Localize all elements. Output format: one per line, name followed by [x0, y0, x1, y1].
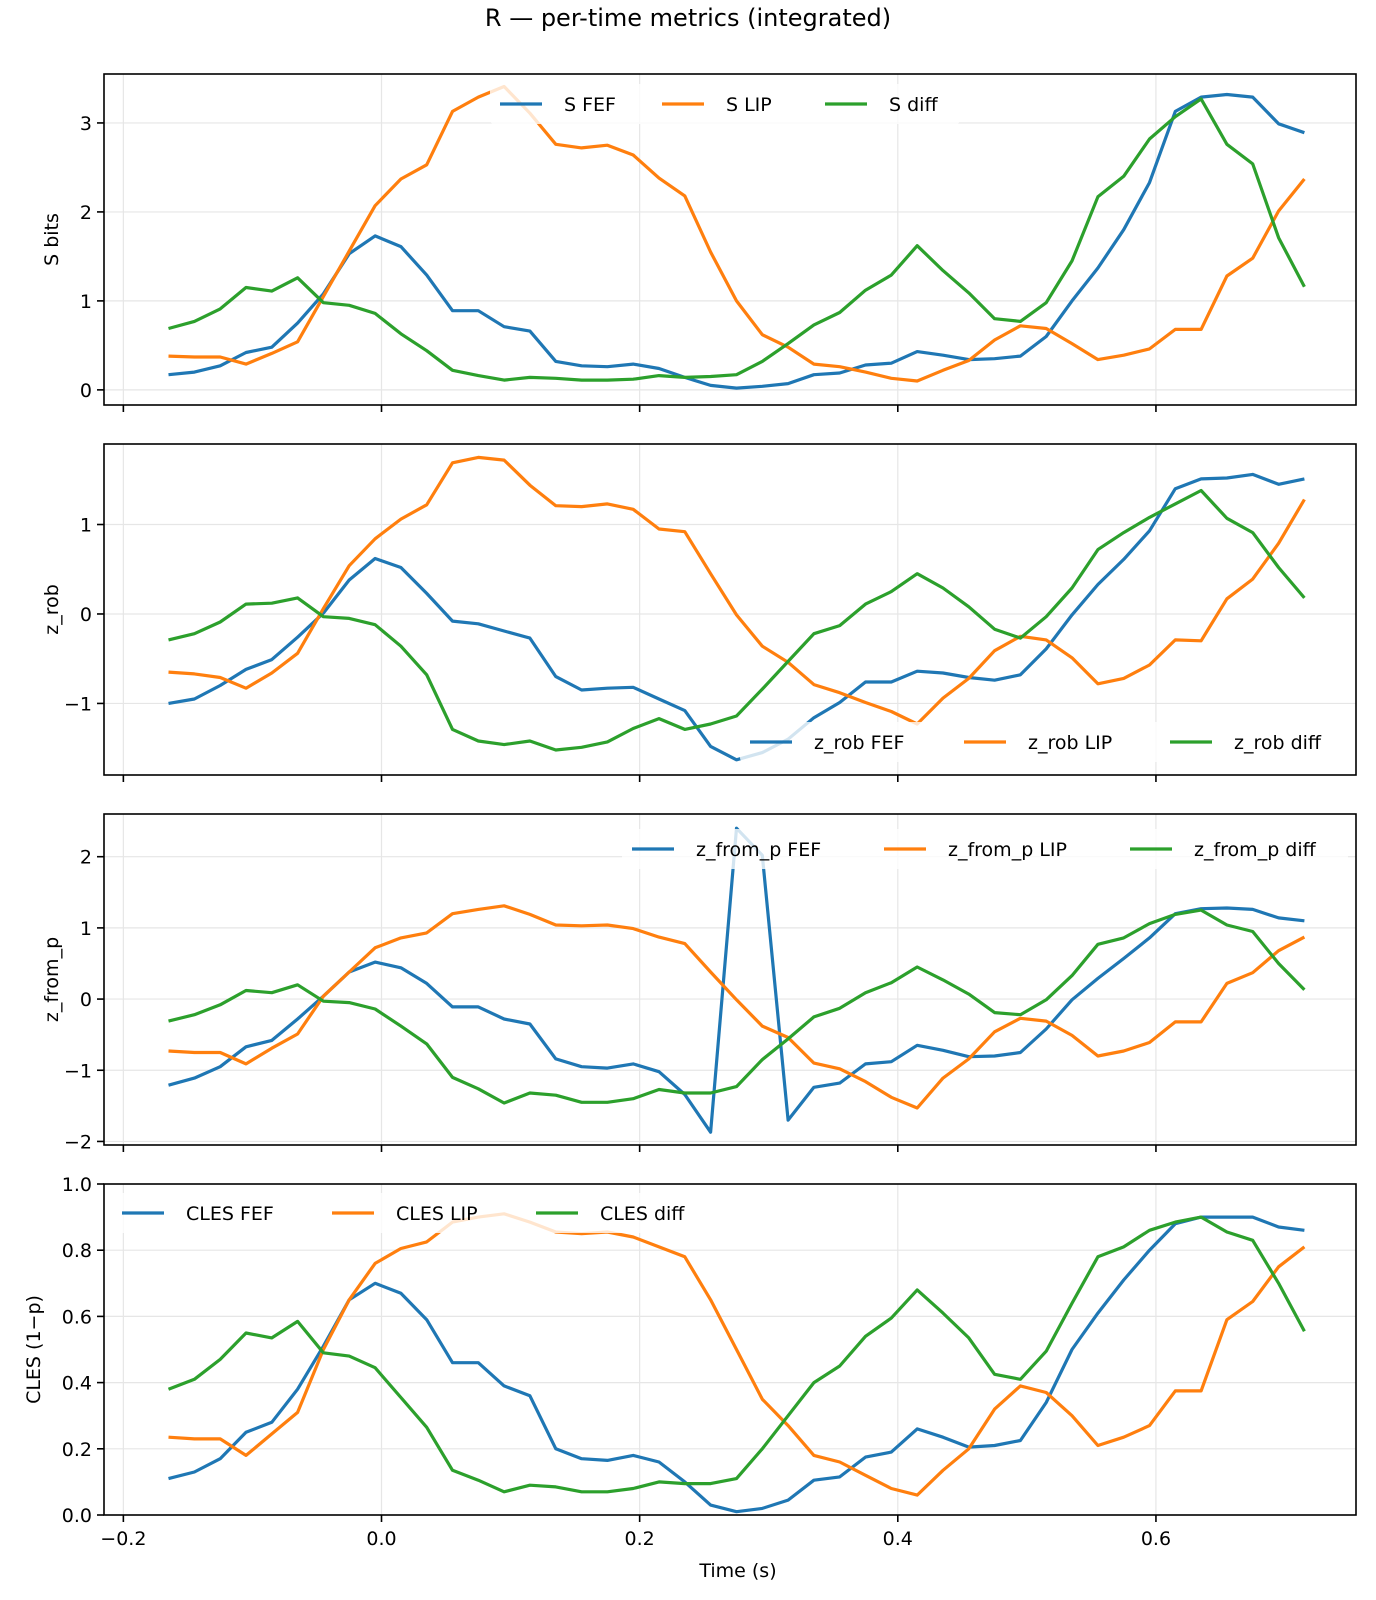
legend-label-z-rob-diff: z_rob diff — [1234, 732, 1322, 754]
axes-frame — [103, 813, 1357, 1146]
y-tick-label: 0 — [80, 380, 92, 402]
y-tick-label: 1 — [80, 291, 92, 313]
legend-frame — [622, 829, 1348, 869]
x-tick-label: 0.2 — [625, 1528, 655, 1550]
series-line-z-rob-fef — [168, 472, 1305, 762]
legend-label-z-from-p-lip: z_from_p LIP — [948, 839, 1067, 861]
series-line-z-rob-diff — [168, 488, 1306, 752]
legend: z_rob FEF z_rob LIP z_rob diff — [740, 722, 1350, 762]
y-tick-label: 1 — [80, 918, 92, 940]
y-tick-label: 2 — [80, 202, 92, 224]
y-tick-label: 0.6 — [62, 1306, 92, 1328]
legend-label-s-fef: S FEF — [564, 94, 616, 116]
legend-label-cles-lip: CLES LIP — [396, 1203, 478, 1225]
y-tick-label: 0 — [80, 989, 92, 1011]
y-axis-label: z_rob — [41, 584, 63, 635]
legend: z_from_p FEF z_from_p LIP z_from_p diff — [622, 829, 1348, 869]
x-tick-label: −0.2 — [100, 1528, 146, 1550]
series-line-z-from-p-fef — [168, 826, 1305, 1134]
legend-label-cles-diff: CLES diff — [600, 1203, 685, 1225]
y-tick-label: 0 — [80, 604, 92, 626]
y-tick-label: 1 — [80, 515, 92, 537]
y-tick-label: 0.2 — [62, 1439, 92, 1461]
y-tick-label: 1.0 — [62, 1174, 92, 1196]
legend-label-s-lip: S LIP — [726, 94, 772, 116]
x-tick-label: 0.0 — [366, 1528, 396, 1550]
x-tick-label: 0.6 — [1141, 1528, 1171, 1550]
legend-label-s-diff: S diff — [889, 94, 938, 116]
legend-label-z-from-p-diff: z_from_p diff — [1194, 839, 1317, 861]
panel-s-bits: 0 1 2 3 S bits S FEF S LIP S diff — [41, 73, 1357, 412]
series-line-z-rob-lip — [168, 455, 1306, 726]
axes-frame — [103, 73, 1357, 406]
y-axis-label: z_from_p — [41, 937, 63, 1022]
series-line-s-fef — [168, 92, 1305, 390]
series-line-s-diff — [168, 97, 1306, 382]
legend: CLES FEF CLES LIP CLES diff — [112, 1193, 732, 1233]
y-tick-label: −1 — [64, 1060, 92, 1082]
y-axis-label: CLES (1−p) — [23, 1295, 45, 1404]
panel-cles: 0.0 0.2 0.4 0.6 0.8 1.0 −0.2 0.0 0.2 0.4 0.6 CLES (… — [23, 1174, 1357, 1582]
legend: S FEF S LIP S diff — [490, 84, 960, 124]
series-line-s-lip — [168, 84, 1306, 383]
legend-label-cles-fef: CLES FEF — [186, 1203, 274, 1225]
series-line-cles-diff — [167, 1215, 1306, 1494]
figure-title: R — per-time metrics (integrated) — [484, 4, 892, 32]
x-axis-label: Time (s) — [698, 1560, 776, 1582]
axes-frame — [103, 1183, 1357, 1516]
y-tick-label: 3 — [80, 113, 92, 135]
legend-frame — [740, 722, 1350, 762]
series-line-cles-fef — [168, 1215, 1305, 1514]
series-line-cles-lip — [168, 1212, 1306, 1497]
y-axis-label: S bits — [41, 213, 63, 266]
legend-label-z-from-p-fef: z_from_p FEF — [696, 839, 821, 861]
series-line-z-from-p-diff — [168, 908, 1306, 1105]
x-tick-label: 0.4 — [883, 1528, 913, 1550]
panel-z-rob: −1 0 1 z_rob z_rob FEF z_rob LIP z_rob diff — [41, 443, 1357, 782]
legend-label-z-rob-lip: z_rob LIP — [1028, 732, 1112, 754]
y-tick-label: 0.0 — [62, 1505, 92, 1527]
legend-frame — [490, 84, 960, 124]
axes-frame — [103, 443, 1357, 776]
y-tick-label: −1 — [64, 693, 92, 715]
y-tick-label: 0.8 — [62, 1240, 92, 1262]
legend-frame — [112, 1193, 732, 1233]
y-tick-label: −2 — [64, 1131, 92, 1153]
y-tick-label: 2 — [80, 847, 92, 869]
legend-label-z-rob-fef: z_rob FEF — [814, 732, 904, 754]
y-tick-label: 0.4 — [62, 1373, 92, 1395]
series-line-z-from-p-lip — [168, 904, 1306, 1110]
